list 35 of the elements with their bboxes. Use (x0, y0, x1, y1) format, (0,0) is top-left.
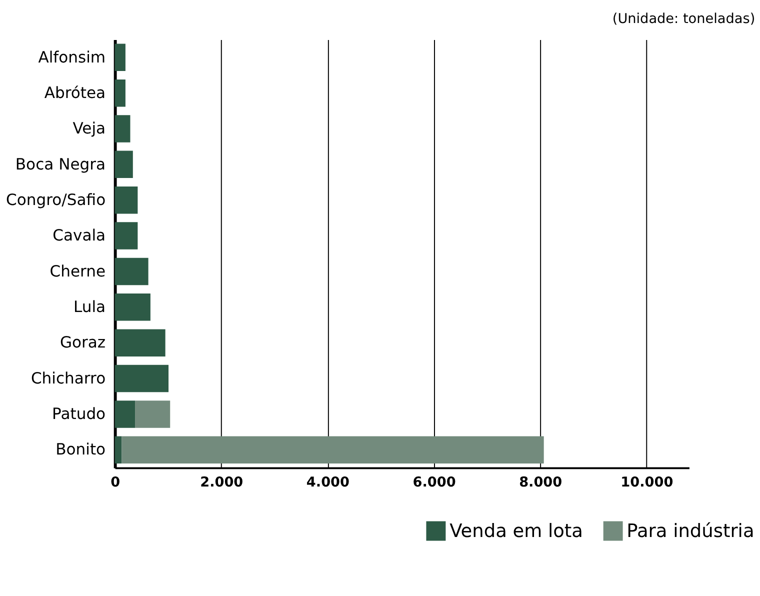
y-tick-label: Boca Negra (15, 155, 106, 174)
legend-label: Venda em lota (450, 520, 583, 542)
y-tick-label: Alfonsim (38, 48, 106, 66)
bar (114, 44, 126, 72)
y-tick-label: Cherne (50, 262, 106, 280)
y-tick-label: Congro/Safio (6, 190, 106, 209)
y-tick-label: Chicharro (30, 369, 106, 388)
bar (114, 79, 126, 107)
bar (135, 400, 170, 428)
text: (Unidade: toneladas) (612, 11, 756, 28)
y-tick-label: Veja (72, 120, 106, 138)
legend-label: Para indústria (626, 520, 754, 542)
x-tick-label: 0 (110, 474, 120, 491)
y-tick-label: Abrótea (44, 84, 106, 102)
y-tick-label: Cavala (52, 226, 106, 245)
bar (114, 222, 138, 250)
y-tick-label: Bonito (56, 440, 106, 459)
bar (122, 436, 544, 464)
bar (114, 150, 133, 178)
bar (114, 186, 138, 214)
y-tick-label: Lula (73, 298, 106, 316)
x-tick-label: 10.000 (620, 474, 674, 491)
bar (114, 294, 150, 321)
bar (114, 436, 122, 464)
y-tick-label: Patudo (52, 405, 106, 424)
x-tick-label: 6.000 (412, 474, 456, 491)
y-tick-label: Goraz (60, 334, 106, 352)
bar (114, 115, 130, 142)
x-tick-label: 2.000 (200, 474, 244, 491)
x-tick-label: 8.000 (519, 474, 562, 491)
x-tick-label: 4.000 (306, 474, 350, 491)
bar (114, 329, 166, 356)
bar (114, 364, 169, 392)
bar (114, 400, 136, 428)
bar (114, 258, 148, 286)
